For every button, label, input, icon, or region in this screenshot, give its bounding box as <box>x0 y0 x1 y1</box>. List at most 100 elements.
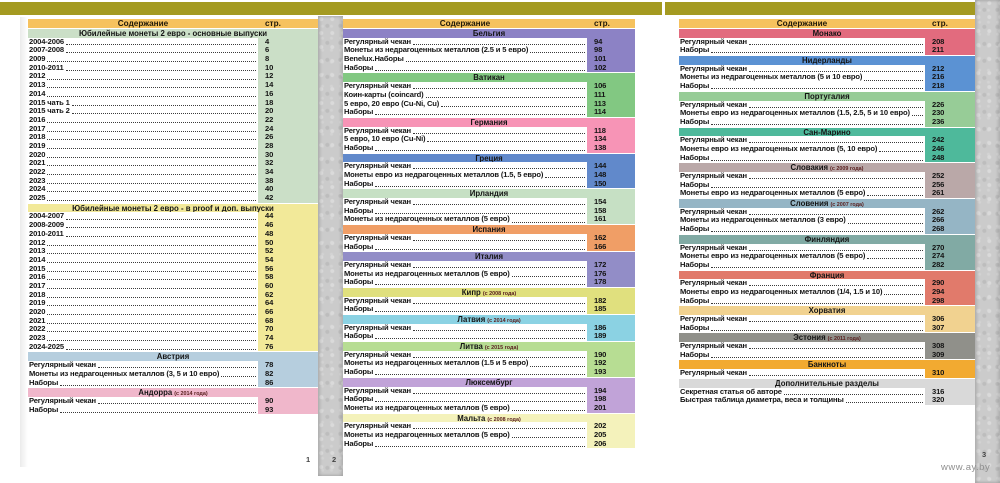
toc-item-name-cell: 2015 чать 2 <box>28 107 258 116</box>
section-header: Дополнительные разделы <box>679 379 975 388</box>
toc-item-name-cell: 2017 <box>28 281 258 291</box>
toc-item: Регулярный чекан 212 <box>679 64 975 74</box>
toc-item-page: 218 <box>932 81 945 91</box>
toc-item-label: 2019 <box>29 141 46 150</box>
toc-item-label: 2021 <box>29 159 46 168</box>
dot-leader <box>412 234 585 241</box>
dot-leader <box>867 189 923 197</box>
section-title: Франция <box>809 270 845 280</box>
toc-item-page: 294 <box>932 286 945 296</box>
toc-item-name-cell: Наборы <box>343 395 587 404</box>
dot-leader <box>47 151 256 158</box>
toc-item-name-cell: 2014 <box>28 89 258 99</box>
dot-leader <box>221 370 256 377</box>
toc-item-label: Наборы <box>344 63 374 72</box>
dot-leader <box>47 291 256 298</box>
toc-section: Словения (с 2007 года) Регулярный чекан 262… <box>679 199 975 234</box>
scan-page-number-2: 2 <box>332 455 337 464</box>
toc-item-name-cell: 2019 <box>28 141 258 151</box>
dot-leader <box>412 324 585 331</box>
toc-item-label: 2020 <box>29 150 46 159</box>
toc-item-page: 113 <box>594 98 606 108</box>
toc-item: 2014 16 <box>28 89 318 99</box>
section-title: Португалия <box>804 91 850 101</box>
toc-item-page: 150 <box>594 178 607 188</box>
toc-item-page: 78 <box>265 360 274 370</box>
toc-item: Регулярный чекан 90 <box>28 396 318 406</box>
toc-item-label: Benelux.Наборы <box>344 55 404 64</box>
toc-item-page: 211 <box>932 45 944 55</box>
toc-item: 2021 32 <box>28 159 318 168</box>
toc-item-name-cell: Регулярный чекан <box>343 386 587 396</box>
dot-leader <box>783 388 923 395</box>
toc-section: Ирландия Регулярный чекан 154 Наборы 158 Моне… <box>343 189 635 225</box>
toc-item: Монеты из недрагоценных металлов (3, 5 и… <box>28 369 318 379</box>
toc-item-page: 262 <box>932 206 945 216</box>
toc-item-name-cell: 2021 <box>28 316 258 326</box>
toc-item-label: Регулярный чекан <box>344 162 411 171</box>
toc-section: Словакия (с 2009 года) Регулярный чекан 252… <box>679 163 975 199</box>
toc-item: 2015 чать 1 18 <box>28 98 318 108</box>
section-header: Ирландия <box>343 189 635 198</box>
contents-title: Содержание <box>439 19 491 28</box>
dot-leader <box>47 168 256 176</box>
toc-item-name-cell: Наборы <box>679 117 925 127</box>
dot-leader <box>47 273 256 281</box>
column-header: Содержание стр. <box>343 19 635 28</box>
toc-section: Сан-Марино Регулярный чекан 242 Монеты евро… <box>679 127 975 163</box>
toc-item-name-cell: 2008-2009 <box>28 221 258 230</box>
toc-item-name-cell: 2010-2011 <box>28 63 258 73</box>
dot-leader <box>412 387 585 394</box>
toc-item-label: Наборы <box>680 117 710 126</box>
toc-item: Наборы 93 <box>28 405 318 415</box>
toc-item: 2004-2007 44 <box>28 212 318 222</box>
dot-leader <box>47 116 256 123</box>
toc-item: 2024-2025 76 <box>28 342 318 352</box>
dot-leader <box>879 145 923 153</box>
toc-item-name-cell: Регулярный чекан <box>343 198 587 207</box>
toc-item: Наборы 114 <box>343 107 635 117</box>
toc-item: Коин-карты (coincard) 111 <box>343 90 635 100</box>
toc-item-page: 62 <box>265 289 274 299</box>
toc-item: 2012 12 <box>28 72 318 82</box>
toc-item-page: 20 <box>265 106 274 116</box>
section-title: Кипр <box>461 287 481 297</box>
toc-item: Регулярный чекан 226 <box>679 100 975 110</box>
dot-leader <box>47 282 256 290</box>
toc-item-page: 256 <box>932 179 945 189</box>
toc-item-name-cell: Коин-карты (coincard) <box>343 90 587 100</box>
toc-item-page: 138 <box>594 142 607 152</box>
dot-leader <box>375 395 585 403</box>
dot-leader <box>375 305 585 313</box>
toc-item-label: Регулярный чекан <box>344 386 411 395</box>
toc-item-page: 30 <box>265 149 274 159</box>
toc-item: 2022 34 <box>28 167 318 177</box>
toc-item: Регулярный чекан 162 <box>343 233 635 243</box>
dot-leader <box>748 136 923 144</box>
toc-item: Регулярный чекан 118 <box>343 126 635 136</box>
dot-leader <box>412 82 585 90</box>
dot-leader <box>711 82 923 90</box>
toc-item-label: Наборы <box>344 368 374 377</box>
dot-leader <box>847 216 923 224</box>
dot-leader <box>427 135 585 143</box>
toc-item-page: 114 <box>594 107 606 117</box>
dot-leader <box>412 38 585 45</box>
section-header: Люксембург <box>343 378 635 387</box>
toc-item: Наборы 166 <box>343 242 635 252</box>
section-header: Банкноты <box>679 360 975 369</box>
section-header: Литва (с 2015 года) <box>343 342 635 351</box>
toc-item-page: 56 <box>265 263 274 273</box>
section-title: Эстония <box>793 333 826 343</box>
toc-item-name-cell: 2013 <box>28 81 258 90</box>
dot-leader <box>748 172 923 180</box>
toc-item: Монеты из недрагоценных металлов (5 евро… <box>343 403 635 413</box>
toc-item-name-cell: Наборы <box>343 143 587 153</box>
dot-leader <box>47 247 256 255</box>
section-title: Латвия <box>457 315 486 324</box>
dot-leader <box>412 297 585 304</box>
toc-item-page: 252 <box>932 171 945 180</box>
toc-item-page: 74 <box>265 333 274 343</box>
toc-item-page: 10 <box>265 62 274 72</box>
dot-leader <box>65 212 256 220</box>
